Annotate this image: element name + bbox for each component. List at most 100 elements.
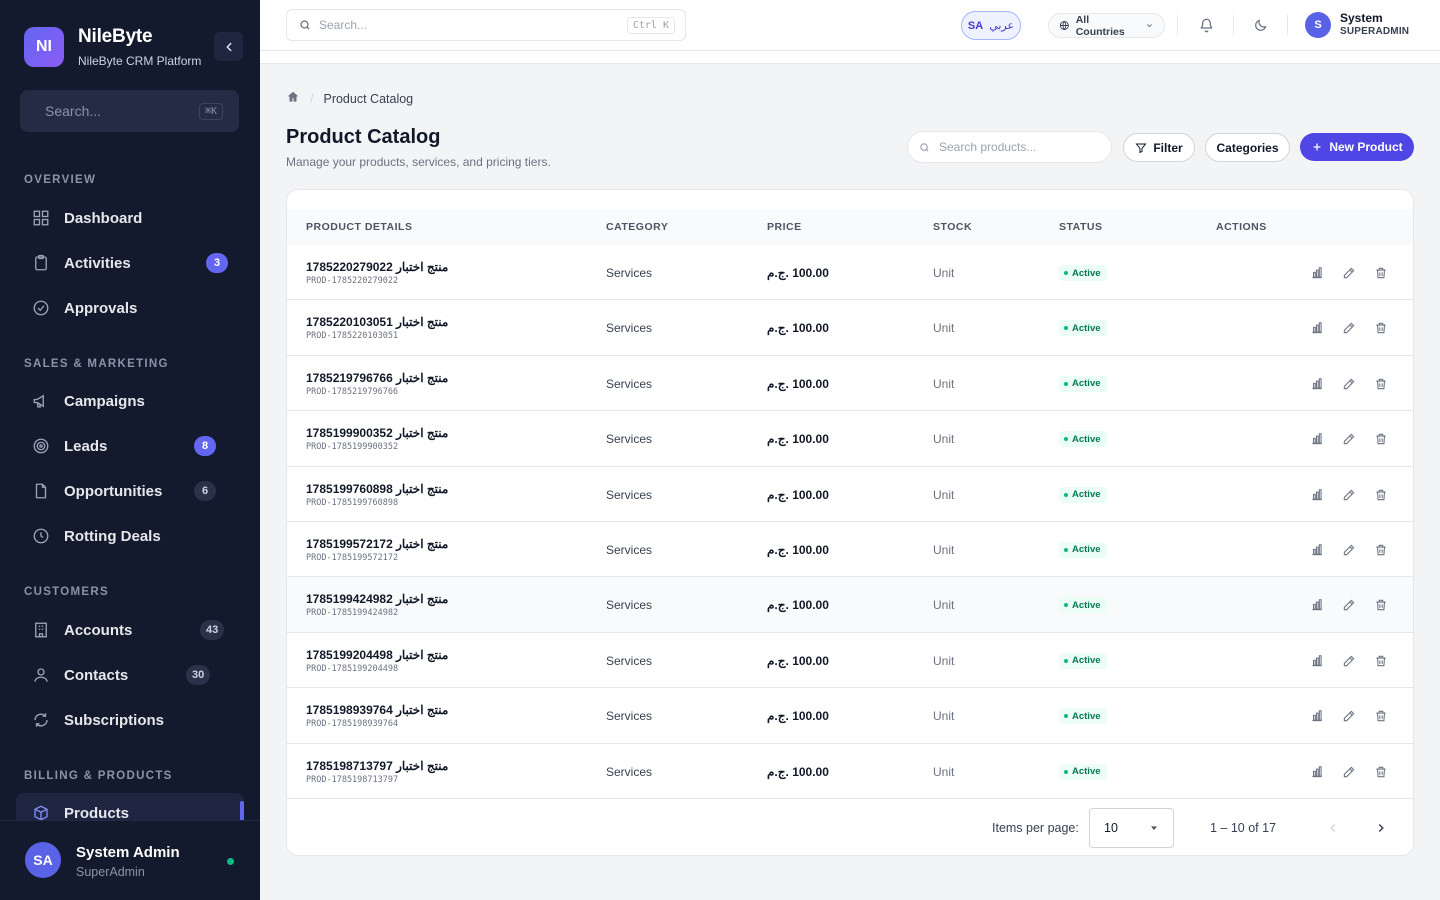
- sidebar-item-rotting-deals[interactable]: Rotting Deals: [16, 516, 244, 556]
- sidebar-item-approvals[interactable]: Approvals: [16, 288, 244, 328]
- section-label-sales: SALES & MARKETING: [24, 358, 169, 370]
- sidebar: NI NileByte NileByte CRM Platform Search…: [0, 0, 260, 900]
- analytics-button[interactable]: [1308, 652, 1326, 670]
- table-row[interactable]: منتج اختبار 1785199900352 PROD-1785199900…: [287, 411, 1413, 467]
- breadcrumb-separator: /: [310, 91, 314, 106]
- edit-button[interactable]: [1340, 763, 1358, 781]
- sidebar-item-label: Campaigns: [64, 392, 145, 410]
- product-price: 100.00 .ج.م: [767, 376, 829, 391]
- delete-button[interactable]: [1372, 541, 1390, 559]
- edit-button[interactable]: [1340, 264, 1358, 282]
- column-header-stock[interactable]: STOCK: [933, 221, 973, 233]
- analytics-button[interactable]: [1308, 596, 1326, 614]
- edit-button[interactable]: [1340, 486, 1358, 504]
- delete-button[interactable]: [1372, 264, 1390, 282]
- delete-button[interactable]: [1372, 375, 1390, 393]
- next-page-button[interactable]: [1371, 818, 1391, 838]
- table-row[interactable]: منتج اختبار 1785198939764 PROD-1785198939…: [287, 688, 1413, 744]
- product-code: PROD-1785198713797: [306, 774, 399, 785]
- sidebar-item-contacts[interactable]: Contacts 30: [16, 655, 244, 695]
- column-header-category[interactable]: CATEGORY: [606, 221, 669, 233]
- previous-page-button[interactable]: [1323, 818, 1343, 838]
- items-per-page-label: Items per page:: [992, 821, 1079, 835]
- table-row[interactable]: منتج اختبار 1785219796766 PROD-1785219796…: [287, 356, 1413, 412]
- country-select[interactable]: All Countries: [1048, 13, 1165, 38]
- analytics-button[interactable]: [1308, 707, 1326, 725]
- delete-button[interactable]: [1372, 707, 1390, 725]
- table-row[interactable]: منتج اختبار 1785220103051 PROD-1785220103…: [287, 300, 1413, 356]
- items-per-page-select[interactable]: 10: [1089, 808, 1174, 848]
- categories-button[interactable]: Categories: [1205, 133, 1290, 162]
- edit-button[interactable]: [1340, 319, 1358, 337]
- edit-button[interactable]: [1340, 375, 1358, 393]
- edit-button[interactable]: [1340, 707, 1358, 725]
- edit-button[interactable]: [1340, 596, 1358, 614]
- product-name: منتج اختبار 1785219796766: [306, 370, 449, 385]
- status-label: Active: [1072, 710, 1101, 722]
- collapse-sidebar-button[interactable]: [214, 32, 243, 61]
- column-header-details[interactable]: PRODUCT DETAILS: [306, 221, 413, 233]
- delete-button[interactable]: [1372, 319, 1390, 337]
- dark-mode-toggle[interactable]: [1251, 16, 1269, 34]
- product-code: PROD-1785199900352: [306, 442, 399, 453]
- product-name: منتج اختبار 1785199424982: [306, 592, 449, 607]
- edit-button[interactable]: [1340, 430, 1358, 448]
- product-search-placeholder: Search products...: [939, 140, 1037, 154]
- notifications-button[interactable]: [1197, 16, 1215, 34]
- analytics-button[interactable]: [1308, 264, 1326, 282]
- sidebar-item-dashboard[interactable]: Dashboard: [16, 198, 244, 238]
- sidebar-item-opportunities[interactable]: Opportunities 6: [16, 471, 244, 511]
- edit-button[interactable]: [1340, 652, 1358, 670]
- analytics-button[interactable]: [1308, 541, 1326, 559]
- analytics-button[interactable]: [1308, 319, 1326, 337]
- status-badge: Active: [1059, 431, 1107, 448]
- status-dot: [1064, 547, 1068, 552]
- table-row[interactable]: منتج اختبار 1785199424982 PROD-1785199424…: [287, 577, 1413, 633]
- delete-button[interactable]: [1372, 596, 1390, 614]
- home-link[interactable]: [286, 90, 300, 107]
- delete-button[interactable]: [1372, 763, 1390, 781]
- column-header-status[interactable]: STATUS: [1059, 221, 1103, 233]
- language-toggle-button[interactable]: SA عربي: [961, 11, 1021, 40]
- sidebar-item-campaigns[interactable]: Campaigns: [16, 381, 244, 421]
- status-label: Active: [1072, 599, 1101, 611]
- product-search-input[interactable]: Search products...: [907, 131, 1112, 163]
- sidebar-item-activities[interactable]: Activities 3: [16, 243, 244, 283]
- analytics-button[interactable]: [1308, 486, 1326, 504]
- product-name: منتج اختبار 1785199760898: [306, 481, 449, 496]
- analytics-button[interactable]: [1308, 430, 1326, 448]
- product-price: 100.00 .ج.م: [767, 487, 829, 502]
- status-label: Active: [1072, 766, 1101, 778]
- analytics-button[interactable]: [1308, 375, 1326, 393]
- global-search-input[interactable]: Search... Ctrl K: [286, 9, 686, 41]
- table-row[interactable]: منتج اختبار 1785199760898 PROD-1785199760…: [287, 467, 1413, 522]
- sidebar-search-input[interactable]: Search... ⌘K: [20, 90, 239, 132]
- filter-button[interactable]: Filter: [1123, 133, 1195, 162]
- table-row[interactable]: منتج اختبار 1785199572172 PROD-1785199572…: [287, 522, 1413, 578]
- sidebar-search-shortcut: ⌘K: [198, 102, 223, 120]
- table-row[interactable]: منتج اختبار 1785199204498 PROD-1785199204…: [287, 633, 1413, 689]
- new-product-button[interactable]: New Product: [1300, 133, 1414, 161]
- delete-button[interactable]: [1372, 486, 1390, 504]
- plus-icon: [1313, 143, 1321, 151]
- table-row[interactable]: منتج اختبار 1785220279022 PROD-1785220279…: [287, 245, 1413, 301]
- sidebar-item-leads[interactable]: Leads 8: [16, 426, 244, 466]
- product-category: Services: [606, 266, 653, 280]
- sidebar-item-subscriptions[interactable]: Subscriptions: [16, 700, 244, 740]
- trash-icon: [1374, 377, 1388, 391]
- analytics-button[interactable]: [1308, 763, 1326, 781]
- user-avatar-button[interactable]: S: [1305, 12, 1331, 38]
- edit-icon: [1342, 488, 1356, 502]
- edit-button[interactable]: [1340, 541, 1358, 559]
- sidebar-user-profile[interactable]: SA System Admin SuperAdmin: [0, 820, 260, 900]
- product-stock: Unit: [933, 764, 955, 779]
- sidebar-item-accounts[interactable]: Accounts 43: [16, 610, 244, 650]
- sidebar-item-label: Contacts: [64, 666, 129, 684]
- chart-icon: [1310, 377, 1324, 391]
- status-dot: [1064, 769, 1068, 774]
- product-name: منتج اختبار 1785220279022: [306, 260, 449, 274]
- column-header-price[interactable]: PRICE: [767, 221, 802, 233]
- delete-button[interactable]: [1372, 430, 1390, 448]
- table-row[interactable]: منتج اختبار 1785198713797 PROD-1785198713…: [287, 744, 1413, 799]
- delete-button[interactable]: [1372, 652, 1390, 670]
